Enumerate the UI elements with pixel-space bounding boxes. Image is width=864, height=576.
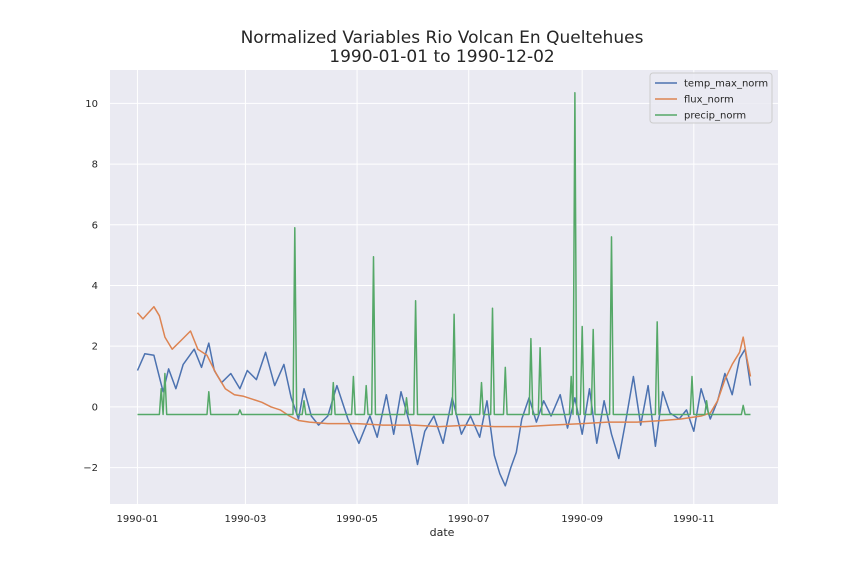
x-tick-label: 1990-11 [673, 514, 715, 525]
y-tick-label: −2 [83, 463, 98, 474]
chart-subtitle: 1990-01-01 to 1990-12-02 [329, 47, 554, 67]
x-axis-label: date [430, 526, 455, 539]
x-tick-label: 1990-01 [117, 514, 159, 525]
y-tick-label: 2 [92, 342, 98, 353]
x-tick-label: 1990-09 [561, 514, 603, 525]
y-tick-label: 4 [92, 281, 98, 292]
y-tick-label: 0 [92, 402, 98, 413]
x-tick-label: 1990-07 [448, 514, 490, 525]
y-tick-label: 8 [92, 160, 98, 171]
series-line-flux-norm [136, 305, 752, 428]
y-tick-label: 6 [92, 220, 98, 231]
series-line-precip-norm [137, 92, 751, 416]
ticks: −2 0 2 4 6 8 10 1990-01 1990-03 1990-05 1990-07 199… [83, 99, 714, 525]
legend: temp_max_norm flux_norm precip_norm [649, 72, 773, 124]
legend-label: flux_norm [684, 95, 734, 106]
chart-title: Normalized Variables Rio Volcan En Quelt… [241, 28, 644, 48]
series-layer [136, 92, 752, 487]
legend-label: temp_max_norm [684, 79, 768, 90]
legend-box [649, 72, 773, 124]
plot-area [110, 70, 778, 504]
y-tick-label: 10 [85, 99, 98, 110]
x-tick-label: 1990-03 [225, 514, 267, 525]
x-tick-label: 1990-05 [336, 514, 378, 525]
legend-label: precip_norm [684, 111, 746, 122]
